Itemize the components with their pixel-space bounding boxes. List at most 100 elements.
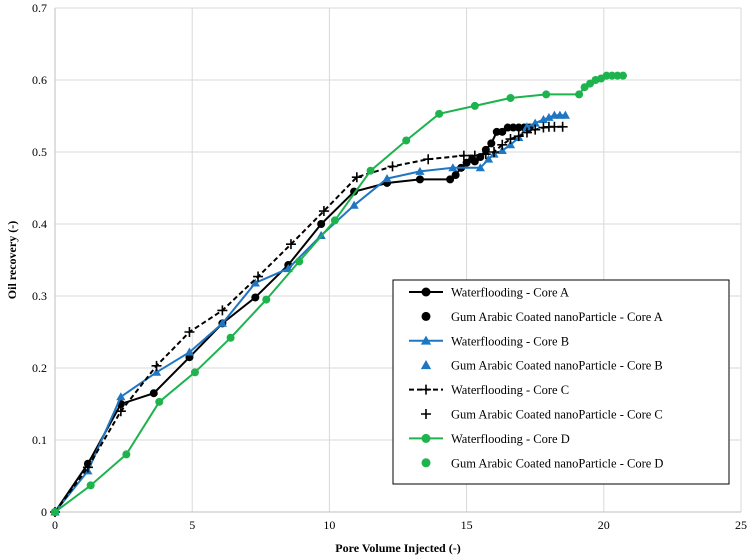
data-point-plus — [217, 305, 228, 316]
x-tick-labels: 0 5 10 15 20 25 — [52, 518, 747, 532]
legend-item: Gum Arabic Coated nanoParticle - Core D — [421, 456, 663, 470]
data-point-triangle — [560, 110, 570, 119]
data-point-triangle — [483, 154, 494, 163]
legend-label: Waterflooding - Core A — [451, 286, 569, 300]
x-axis-title: Pore Volume Injected (-) — [335, 541, 460, 555]
data-point-triangle — [538, 115, 549, 124]
data-point-plus — [497, 139, 508, 150]
data-point-triangle — [544, 112, 554, 121]
y-axis-title: Oil recovery (-) — [5, 221, 19, 299]
data-point-circle — [503, 123, 512, 132]
x-tick-label: 20 — [598, 518, 610, 532]
y-tick-label: 0.7 — [32, 1, 47, 15]
data-point-triangle — [116, 392, 126, 401]
data-point-circle — [421, 311, 431, 321]
data-point-circle — [402, 136, 411, 145]
data-point-circle — [421, 433, 431, 443]
data-point-circle — [330, 216, 339, 225]
data-point-plus — [421, 409, 431, 419]
data-point-circle — [86, 481, 95, 490]
x-tick-label: 25 — [735, 518, 747, 532]
data-point-plus — [387, 161, 398, 172]
data-point-circle — [190, 368, 199, 377]
legend-item: Gum Arabic Coated nanoParticle - Core C — [421, 408, 663, 422]
legend-item: Waterflooding - Core C — [409, 383, 569, 397]
data-point-circle — [435, 109, 444, 118]
axes — [54, 8, 741, 513]
data-point-circle — [415, 175, 424, 184]
data-point-plus — [458, 150, 469, 161]
legend-item: Waterflooding - Core D — [409, 432, 570, 446]
data-point-circle — [509, 123, 518, 132]
data-point-circle — [487, 139, 496, 148]
data-point-triangle — [530, 118, 540, 127]
series-core-d — [51, 71, 628, 516]
data-point-triangle — [448, 163, 458, 172]
data-point-plus — [253, 271, 264, 282]
data-point-circle — [366, 166, 375, 175]
legend-label: Gum Arabic Coated nanoParticle - Core C — [451, 408, 663, 422]
legend-box — [392, 279, 730, 485]
legend-label: Waterflooding - Core C — [451, 383, 569, 397]
data-point-circle — [421, 458, 431, 468]
data-point-circle — [149, 389, 158, 398]
data-point-circle — [470, 101, 479, 110]
x-tick-label: 5 — [189, 518, 195, 532]
data-point-plus — [82, 462, 93, 473]
legend: Waterflooding - Core A Gum Arabic Coated … — [392, 279, 730, 485]
y-tick-label: 0.4 — [32, 217, 47, 231]
data-point-circle — [619, 71, 628, 80]
y-tick-label: 0.5 — [32, 145, 47, 159]
legend-label: Waterflooding - Core D — [451, 432, 570, 446]
data-point-triangle — [382, 174, 392, 183]
data-point-triangle — [415, 166, 425, 175]
data-point-plus — [505, 134, 516, 145]
data-point-circle — [506, 94, 515, 102]
data-point-plus — [557, 121, 568, 132]
y-tick-labels: 0 0.1 0.2 0.3 0.4 0.5 0.6 0.7 — [32, 1, 47, 519]
x-tick-label: 0 — [52, 518, 58, 532]
legend-label: Gum Arabic Coated nanoParticle - Core B — [451, 359, 663, 373]
data-point-circle — [542, 90, 551, 99]
data-point-circle — [421, 287, 431, 297]
data-point-circle — [470, 157, 479, 166]
data-point-triangle — [505, 140, 516, 149]
data-point-plus — [115, 406, 126, 417]
data-point-circle — [608, 71, 617, 80]
data-point-triangle — [151, 367, 162, 376]
data-point-plus — [489, 147, 500, 157]
legend-label: Gum Arabic Coated nanoParticle - Core A — [451, 310, 663, 324]
data-point-plus — [530, 124, 541, 135]
x-tick-label: 15 — [461, 518, 473, 532]
data-point-triangle — [250, 278, 260, 287]
data-point-circle — [295, 257, 304, 266]
data-point-circle — [226, 333, 235, 342]
data-point-plus — [351, 172, 362, 183]
data-point-plus — [285, 239, 296, 250]
legend-item: Gum Arabic Coated nanoParticle - Core B — [420, 359, 663, 373]
data-point-circle — [613, 71, 622, 80]
data-point-circle — [262, 295, 271, 304]
data-point-circle — [451, 171, 460, 180]
grid-lines — [54, 7, 742, 513]
data-point-circle — [251, 293, 260, 302]
data-point-plus — [480, 149, 491, 160]
data-point-plus — [513, 131, 524, 142]
legend-item: Gum Arabic Coated nanoParticle - Core A — [421, 310, 663, 324]
data-point-circle — [498, 127, 507, 136]
data-point-triangle — [420, 335, 432, 345]
legend-label: Waterflooding - Core B — [451, 334, 569, 348]
y-tick-label: 0.1 — [32, 433, 47, 447]
data-point-plus — [469, 150, 480, 161]
data-point-circle — [317, 220, 326, 228]
data-point-triangle — [522, 122, 532, 131]
data-point-triangle — [420, 360, 432, 370]
data-point-circle — [514, 123, 523, 132]
y-tick-label: 0.2 — [32, 361, 47, 375]
data-point-triangle — [349, 200, 359, 209]
x-tick-label: 10 — [323, 518, 335, 532]
series-core-c — [50, 121, 568, 517]
data-point-circle — [575, 90, 584, 99]
data-point-plus — [184, 327, 195, 337]
